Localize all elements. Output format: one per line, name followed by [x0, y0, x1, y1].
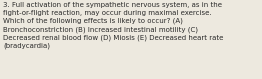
- Text: 3. Full activation of the sympathetic nervous system, as in the
fight-or-flight : 3. Full activation of the sympathetic ne…: [3, 2, 223, 49]
